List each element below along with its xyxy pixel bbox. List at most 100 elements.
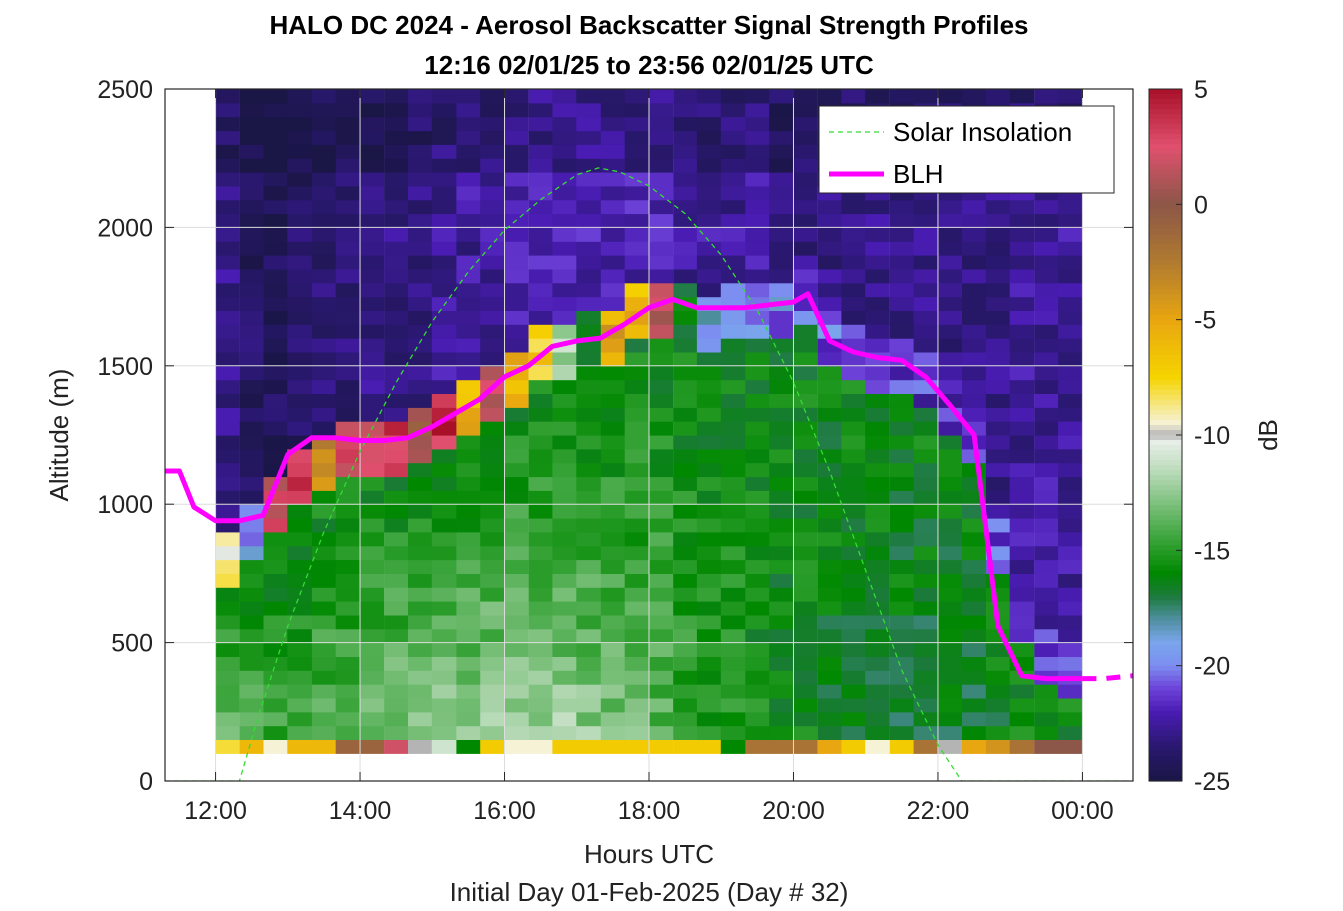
heatmap-cell	[311, 213, 337, 228]
heatmap-cell	[480, 462, 505, 478]
heatmap-cell	[576, 642, 601, 657]
heatmap-cell	[793, 310, 818, 325]
heatmap-cell	[576, 199, 601, 215]
heatmap-cell	[817, 573, 843, 588]
heatmap-cell	[408, 601, 433, 616]
heatmap-cell	[720, 185, 746, 201]
heatmap-cell	[624, 227, 650, 242]
heatmap-cell	[720, 601, 746, 616]
heatmap-cell	[239, 628, 265, 644]
heatmap-cell	[1058, 407, 1083, 422]
heatmap-cell	[600, 282, 626, 298]
heatmap-cell	[865, 296, 890, 311]
heatmap-cell	[1009, 614, 1035, 630]
heatmap-cell	[793, 587, 818, 602]
heatmap-cell	[913, 338, 939, 353]
heatmap-cell	[720, 365, 746, 381]
heatmap-cell	[504, 130, 529, 145]
heatmap-cell	[384, 698, 409, 713]
heatmap-cell	[962, 268, 987, 284]
heatmap-cell	[528, 587, 554, 602]
heatmap-cell	[745, 684, 770, 699]
heatmap-cell	[456, 490, 482, 505]
colorbar-segment	[1149, 510, 1182, 516]
heatmap-cell	[215, 407, 240, 422]
heatmap-cell	[215, 531, 240, 547]
heatmap-cell	[263, 711, 289, 727]
heatmap-cell	[287, 268, 312, 284]
heatmap-cell	[1034, 684, 1059, 699]
heatmap-cell	[239, 255, 265, 270]
heatmap-cell	[745, 573, 770, 588]
heatmap-cell	[985, 379, 1011, 394]
colorbar-segment	[1149, 445, 1182, 451]
heatmap-cell	[480, 352, 505, 367]
colorbar-segment	[1149, 294, 1182, 301]
heatmap-cell	[1034, 711, 1059, 727]
heatmap-cell	[576, 545, 601, 561]
heatmap-cell	[624, 476, 650, 491]
colorbar-segment	[1149, 700, 1182, 707]
heatmap-cell	[480, 490, 505, 505]
heatmap-cell	[552, 310, 578, 325]
heatmap-cell	[504, 462, 529, 478]
heatmap-cell	[215, 490, 240, 505]
heatmap-cell	[696, 324, 722, 339]
heatmap-cell	[817, 407, 843, 422]
heatmap-cell	[215, 158, 240, 173]
heatmap-cell	[913, 255, 939, 270]
heatmap-cell	[745, 282, 770, 298]
heatmap-cell	[648, 531, 674, 547]
heatmap-cell	[504, 614, 529, 630]
heatmap-cell	[480, 739, 505, 754]
heatmap-cell	[937, 199, 963, 215]
heatmap-cell	[239, 545, 265, 561]
heatmap-cell	[624, 365, 650, 381]
legend[interactable]: Solar Insolation BLH	[818, 105, 1115, 194]
heatmap-cell	[720, 628, 746, 644]
heatmap-cell	[1009, 199, 1035, 215]
heatmap-cell	[1058, 379, 1083, 394]
heatmap-cell	[311, 587, 337, 602]
heatmap-cell	[720, 393, 746, 408]
heatmap-cell	[576, 213, 601, 228]
heatmap-cell	[359, 379, 385, 394]
heatmap-cell	[962, 559, 987, 574]
heatmap-cell	[456, 642, 482, 657]
heatmap-cell	[263, 531, 289, 547]
heatmap-cell	[456, 587, 482, 602]
heatmap-cell	[1058, 490, 1083, 505]
heatmap-cell	[865, 504, 890, 519]
heatmap-cell	[456, 158, 482, 173]
colorbar-segment	[1149, 189, 1182, 195]
heatmap-cell	[528, 172, 554, 187]
heatmap-cell	[600, 698, 626, 713]
heatmap-cell	[504, 116, 529, 132]
heatmap-cell	[841, 725, 867, 740]
heatmap-cell	[673, 711, 698, 727]
heatmap-cell	[431, 614, 457, 630]
heatmap-cell	[311, 601, 337, 616]
heatmap-cell	[865, 448, 890, 464]
heatmap-cell	[673, 365, 698, 381]
heatmap-cell	[311, 199, 337, 215]
heatmap-cell	[793, 102, 818, 118]
heatmap-cell	[263, 518, 289, 533]
colorbar-segment	[1149, 665, 1182, 672]
heatmap-cell	[576, 684, 601, 699]
heatmap-cell	[431, 476, 457, 491]
heatmap-cell	[1034, 476, 1059, 491]
heatmap-cell	[1034, 656, 1059, 671]
heatmap-cell	[913, 268, 939, 284]
heatmap-cell	[745, 199, 770, 215]
heatmap-cell	[335, 628, 361, 644]
heatmap-cell	[239, 587, 265, 602]
heatmap-cell	[287, 573, 312, 588]
heatmap-cell	[841, 324, 867, 339]
heatmap-cell	[552, 587, 578, 602]
heatmap-cell	[673, 448, 698, 464]
heatmap-cell	[239, 268, 265, 284]
heatmap-cell	[287, 739, 312, 754]
heatmap-cell	[673, 213, 698, 228]
heatmap-cell	[962, 698, 987, 713]
